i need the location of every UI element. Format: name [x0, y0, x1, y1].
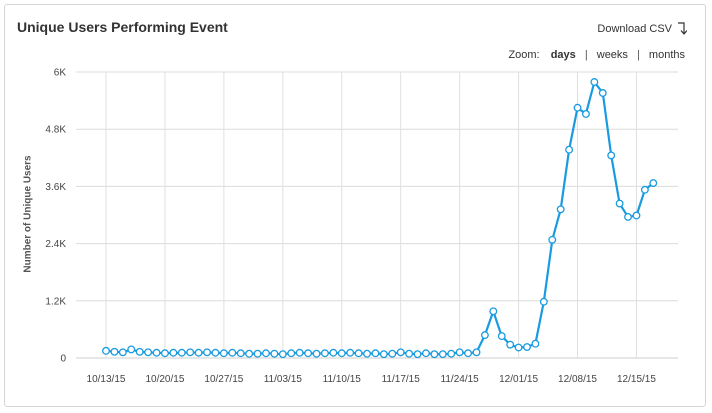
y-tick-label: 6K	[54, 68, 67, 79]
data-point	[312, 349, 321, 358]
data-point	[211, 348, 220, 357]
x-tick-label: 11/03/15	[264, 374, 303, 385]
x-tick-label: 11/10/15	[323, 374, 362, 385]
data-point	[169, 348, 178, 357]
data-point	[245, 349, 254, 358]
chart-panel: Unique Users Performing Event Download C…	[4, 4, 706, 407]
data-point	[422, 349, 430, 358]
x-tick-label: 12/15/15	[617, 374, 656, 385]
data-point	[371, 349, 380, 358]
x-tick-label: 11/17/15	[382, 374, 421, 385]
data-point	[304, 349, 313, 358]
data-point	[405, 349, 414, 358]
data-point	[194, 348, 203, 357]
data-point	[573, 103, 582, 112]
data-point	[565, 145, 574, 154]
data-point	[396, 348, 405, 357]
x-tick-label: 12/01/15	[499, 374, 538, 385]
data-point	[177, 348, 186, 357]
data-point	[523, 343, 531, 351]
data-point	[455, 348, 464, 357]
zoom-option-weeks[interactable]: weeks	[596, 49, 628, 61]
data-point	[438, 350, 447, 359]
data-point	[590, 78, 599, 86]
data-point	[337, 349, 346, 358]
zoom-control: Zoom: days | weeks | months	[508, 49, 685, 61]
data-point	[118, 348, 127, 357]
data-point	[556, 205, 565, 214]
data-point	[632, 211, 641, 220]
data-point	[295, 348, 304, 357]
data-point	[219, 349, 228, 358]
data-point	[413, 350, 422, 359]
data-point	[615, 199, 624, 208]
data-point	[388, 349, 397, 358]
zoom-option-months[interactable]: months	[648, 49, 685, 61]
data-point	[287, 349, 296, 358]
x-tick-label: 12/08/15	[558, 374, 597, 385]
zoom-separator: |	[637, 49, 640, 61]
data-point	[262, 349, 270, 358]
data-point	[363, 349, 371, 358]
data-point	[144, 348, 153, 357]
panel-title: Unique Users Performing Event	[17, 19, 228, 35]
x-tick-label: 10/13/15	[87, 374, 126, 385]
y-tick-label: 2.4K	[45, 239, 66, 250]
data-point	[598, 89, 607, 97]
data-point	[102, 346, 110, 355]
data-point	[489, 307, 498, 316]
data-point	[514, 343, 523, 352]
series-line	[105, 80, 654, 356]
y-tick-label: 1.2K	[45, 296, 66, 307]
download-csv-label: Download CSV	[597, 23, 672, 35]
x-tick-label: 10/27/15	[204, 374, 243, 385]
data-point	[379, 350, 388, 359]
data-point	[186, 348, 195, 357]
data-point	[506, 340, 515, 349]
data-point	[270, 349, 279, 358]
y-tick-label: 3.6K	[45, 182, 66, 193]
data-point	[497, 332, 506, 341]
data-point	[531, 339, 540, 348]
data-point	[329, 348, 338, 357]
data-point	[480, 331, 489, 340]
download-csv-button[interactable]: Download CSV	[597, 22, 687, 36]
data-point	[135, 347, 144, 356]
data-point	[160, 349, 169, 358]
data-point	[447, 349, 456, 358]
data-point	[430, 350, 439, 359]
zoom-label: Zoom:	[508, 49, 540, 61]
download-arrow-icon	[675, 22, 687, 36]
data-point	[253, 349, 262, 358]
data-point	[110, 347, 119, 356]
data-point	[228, 348, 237, 357]
x-tick-label: 11/24/15	[441, 374, 480, 385]
data-point	[236, 349, 245, 358]
data-point	[346, 348, 355, 357]
data-point	[649, 179, 658, 188]
data-point	[539, 297, 548, 306]
zoom-option-days[interactable]: days	[550, 49, 576, 61]
data-point	[320, 349, 329, 358]
data-point	[278, 350, 287, 359]
data-point	[354, 349, 363, 358]
data-point	[464, 349, 473, 358]
data-point	[624, 212, 632, 221]
data-point	[581, 109, 590, 118]
zoom-separator: |	[584, 49, 588, 61]
y-tick-label: 0	[60, 354, 66, 365]
y-tick-label: 4.8K	[45, 125, 66, 136]
data-point	[607, 151, 616, 160]
x-tick-label: 10/20/15	[145, 374, 184, 385]
data-point	[640, 185, 649, 194]
data-point	[548, 235, 557, 244]
data-point	[127, 345, 136, 354]
data-point	[152, 348, 161, 357]
data-point	[203, 348, 211, 357]
data-point	[472, 348, 481, 357]
